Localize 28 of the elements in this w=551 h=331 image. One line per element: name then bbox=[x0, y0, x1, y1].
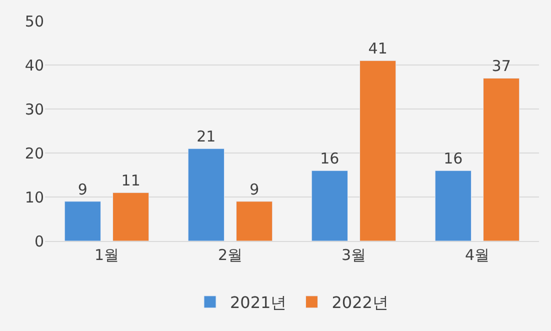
bar bbox=[311, 170, 348, 241]
x-tick-label: 2월 bbox=[218, 246, 243, 264]
y-tick-label: 10 bbox=[24, 188, 44, 206]
bar bbox=[360, 60, 396, 241]
bar bbox=[112, 192, 150, 241]
bar bbox=[483, 78, 520, 241]
legend-label: 2022년 bbox=[332, 293, 388, 312]
data-label: 16 bbox=[444, 150, 463, 168]
x-tick-label: 4월 bbox=[464, 246, 490, 264]
data-label: 11 bbox=[121, 172, 140, 190]
data-label: 37 bbox=[492, 57, 511, 76]
y-tick-label: 30 bbox=[24, 100, 44, 118]
x-tick-label: 1월 bbox=[94, 246, 120, 264]
bar bbox=[188, 148, 224, 241]
x-tick-label: 3월 bbox=[341, 246, 366, 264]
y-tick-label: 40 bbox=[24, 56, 44, 74]
data-label: 9 bbox=[78, 180, 88, 198]
data-label: 21 bbox=[196, 128, 216, 146]
legend-label: 2021년 bbox=[230, 293, 287, 312]
bar bbox=[64, 201, 101, 241]
data-label: 9 bbox=[250, 180, 260, 198]
data-label: 41 bbox=[368, 40, 388, 58]
bar bbox=[236, 201, 273, 241]
y-tick-label: 50 bbox=[24, 12, 44, 30]
y-tick-label: 20 bbox=[24, 144, 44, 162]
bar bbox=[434, 170, 472, 241]
data-label: 16 bbox=[320, 150, 340, 168]
y-tick-label: 0 bbox=[34, 232, 44, 250]
